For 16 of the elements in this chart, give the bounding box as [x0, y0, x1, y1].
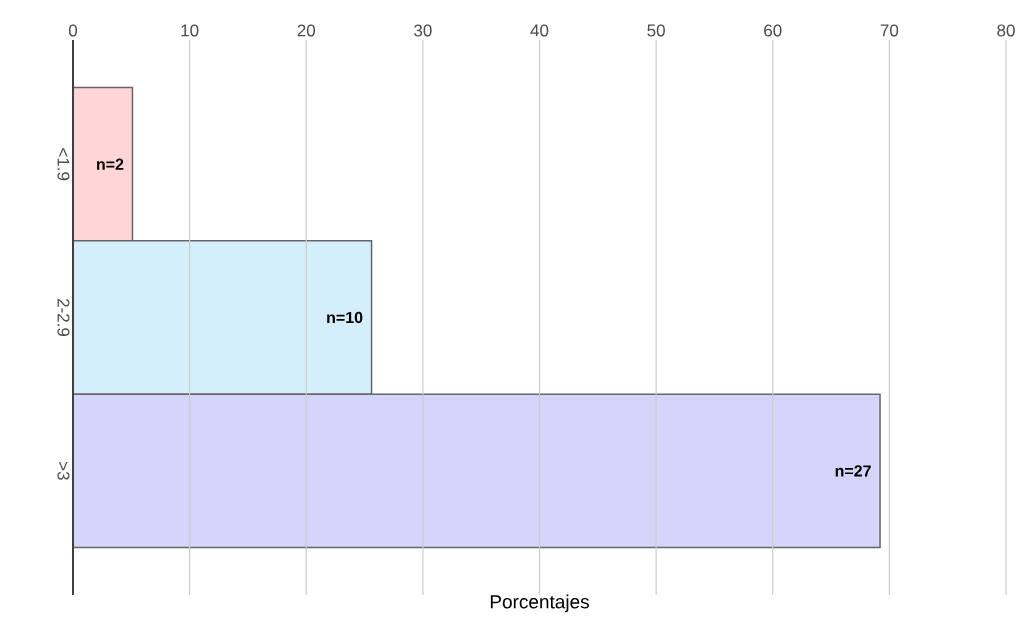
y-tick-label: 2-2.9: [57, 298, 70, 337]
annotation: n=27: [835, 465, 871, 477]
x-axis-title: Porcentajes: [490, 594, 589, 613]
y-tick-label: <1.9: [57, 148, 70, 181]
x-tick-label: 80: [997, 24, 1015, 37]
x-tick-label: 40: [530, 24, 549, 37]
x-tick-label: 60: [764, 24, 782, 37]
x-tick-label: 10: [181, 24, 199, 37]
annotation: n=2: [96, 158, 124, 170]
x-tick-label: 70: [880, 24, 899, 37]
x-tick-label: 0: [68, 24, 78, 37]
x-tick-label: 30: [414, 24, 432, 37]
annotation: n=10: [327, 311, 363, 324]
y-tick-label: >3: [57, 461, 70, 480]
x-tick-label: 50: [647, 24, 665, 37]
x-tick-label: 20: [297, 24, 316, 37]
